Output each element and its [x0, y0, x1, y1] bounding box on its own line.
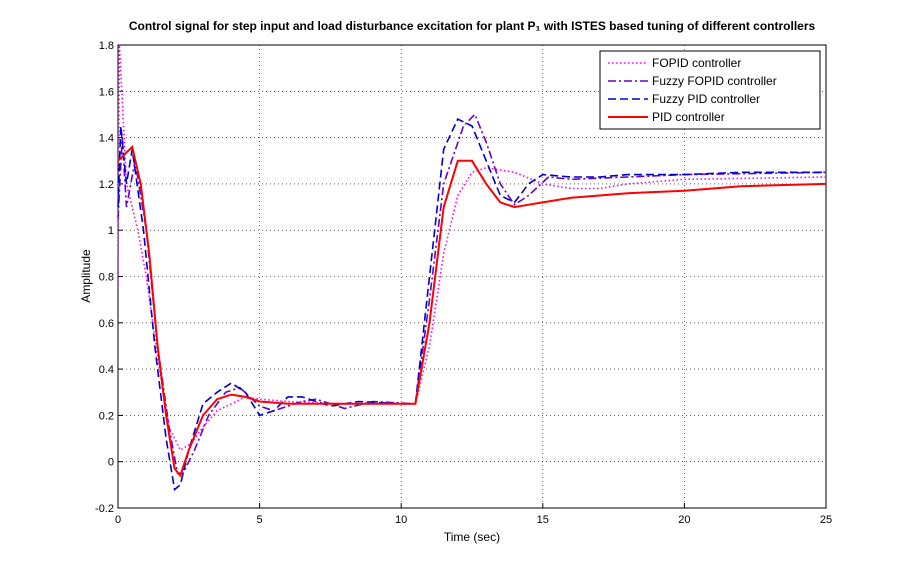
legend-label: FOPID controller	[652, 56, 741, 70]
x-tick-label: 0	[115, 514, 121, 526]
y-tick-label: 0.4	[99, 364, 114, 376]
chart-title: Control signal for step input and load d…	[129, 19, 816, 33]
y-tick-label: 1.8	[99, 40, 114, 52]
legend-label: PID controller	[652, 110, 725, 124]
x-tick-label: 10	[395, 514, 407, 526]
y-axis-label: Amplitude	[79, 249, 93, 303]
x-tick-label: 15	[537, 514, 549, 526]
y-tick-label: 1.4	[99, 133, 114, 145]
x-tick-label: 20	[678, 514, 690, 526]
y-tick-label: 0.6	[99, 318, 114, 330]
y-tick-label: -0.2	[95, 503, 114, 515]
x-tick-label: 5	[257, 514, 263, 526]
x-axis-label: Time (sec)	[444, 530, 500, 544]
series-line	[117, 118, 826, 491]
y-tick-label: 0	[108, 457, 114, 469]
y-tick-label: 1	[108, 225, 114, 237]
series-line	[117, 144, 827, 478]
y-tick-label: 0.2	[99, 410, 114, 422]
legend-label: Fuzzy FOPID controller	[652, 74, 777, 88]
legend-label: Fuzzy PID controller	[652, 92, 760, 106]
y-tick-label: 0.8	[99, 272, 114, 284]
x-tick-label: 25	[820, 514, 832, 526]
plot-frame	[117, 44, 827, 509]
y-tick-label: 1.2	[99, 179, 114, 191]
y-tick-label: 1.6	[99, 86, 114, 98]
